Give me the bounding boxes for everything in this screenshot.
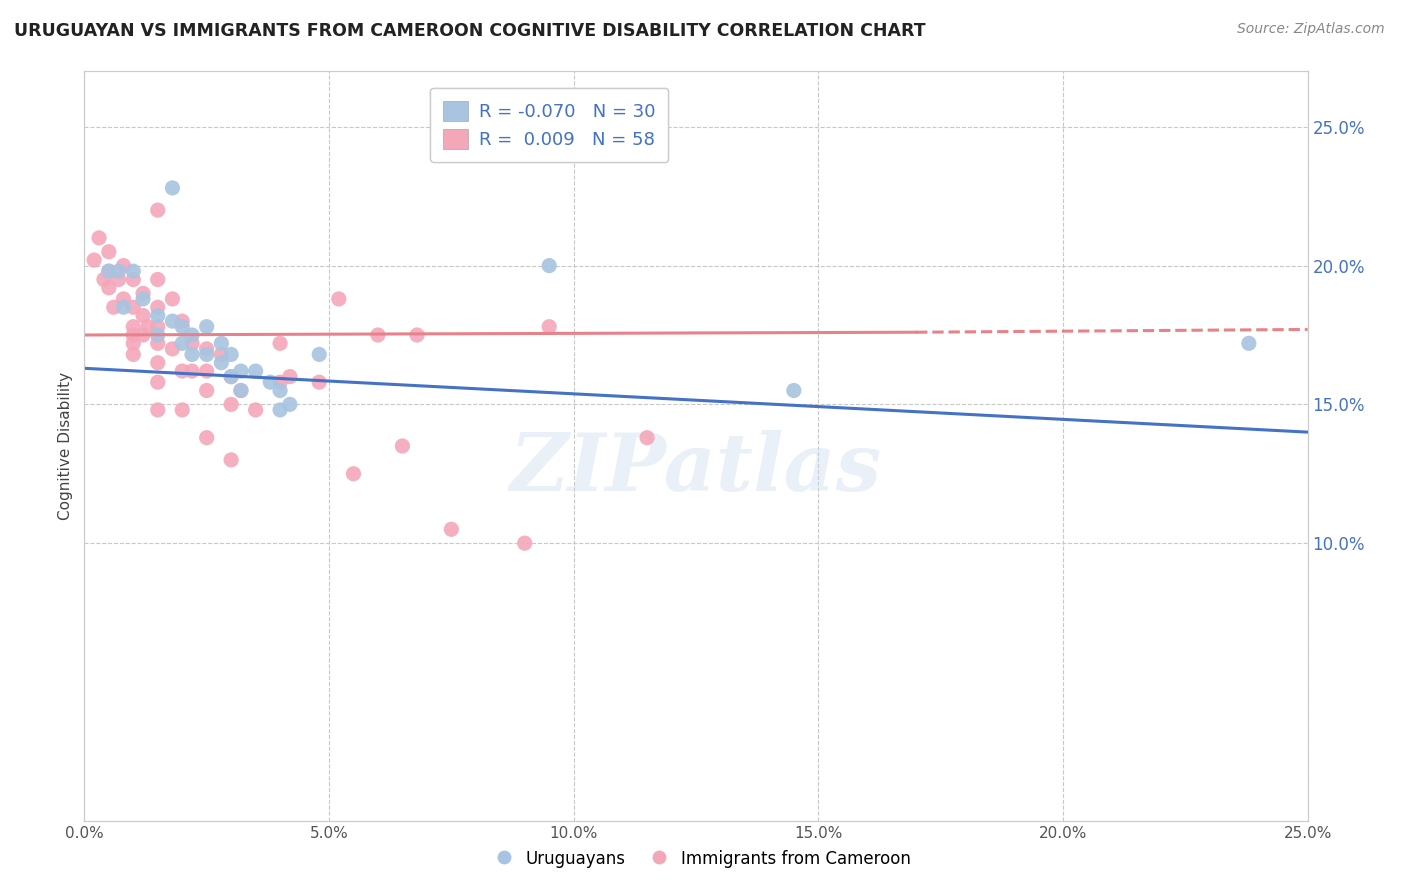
Point: [162, 181, 184, 195]
Point: [172, 403, 194, 417]
Point: [97, 244, 120, 259]
Point: [1237, 336, 1260, 351]
Point: [162, 292, 184, 306]
Text: URUGUAYAN VS IMMIGRANTS FROM CAMEROON COGNITIVE DISABILITY CORRELATION CHART: URUGUAYAN VS IMMIGRANTS FROM CAMEROON CO…: [14, 22, 925, 40]
Point: [181, 328, 204, 343]
Point: [162, 314, 184, 328]
Text: ZIPatlas: ZIPatlas: [510, 430, 882, 508]
Point: [440, 522, 463, 536]
Point: [87, 231, 110, 245]
Point: [538, 259, 561, 273]
Point: [172, 364, 194, 378]
Point: [107, 264, 129, 278]
Point: [219, 347, 242, 361]
Point: [342, 467, 364, 481]
Point: [209, 356, 232, 370]
Point: [209, 336, 232, 351]
Point: [146, 328, 169, 343]
Point: [245, 364, 267, 378]
Point: [636, 431, 658, 445]
Point: [172, 314, 194, 328]
Point: [229, 364, 252, 378]
Point: [391, 439, 413, 453]
Point: [93, 272, 115, 286]
Point: [132, 309, 155, 323]
Point: [122, 300, 145, 314]
Point: [122, 264, 145, 278]
Point: [146, 309, 169, 323]
Point: [112, 300, 135, 314]
Point: [146, 300, 169, 314]
Point: [308, 347, 330, 361]
Point: [122, 319, 145, 334]
Point: [195, 342, 218, 356]
Point: [229, 384, 252, 398]
Point: [245, 403, 267, 417]
Point: [107, 272, 129, 286]
Point: [195, 347, 218, 361]
Point: [259, 375, 281, 389]
Point: [367, 328, 389, 343]
Legend: R = -0.070   N = 30, R =  0.009   N = 58: R = -0.070 N = 30, R = 0.009 N = 58: [430, 88, 668, 162]
Point: [132, 286, 155, 301]
Point: [269, 403, 291, 417]
Point: [162, 342, 184, 356]
Y-axis label: Cognitive Disability: Cognitive Disability: [58, 372, 73, 520]
Point: [219, 397, 242, 411]
Point: [219, 369, 242, 384]
Point: [538, 319, 561, 334]
Point: [172, 319, 194, 334]
Point: [181, 364, 204, 378]
Point: [278, 397, 301, 411]
Point: [146, 336, 169, 351]
Point: [136, 319, 159, 334]
Point: [195, 384, 218, 398]
Point: [269, 384, 291, 398]
Point: [103, 300, 125, 314]
Point: [97, 281, 120, 295]
Point: [146, 203, 169, 218]
Point: [269, 336, 291, 351]
Point: [181, 347, 204, 361]
Point: [112, 292, 135, 306]
Point: [783, 384, 806, 398]
Point: [406, 328, 429, 343]
Point: [195, 319, 218, 334]
Legend: Uruguayans, Immigrants from Cameroon: Uruguayans, Immigrants from Cameroon: [489, 844, 917, 875]
Point: [122, 272, 145, 286]
Point: [181, 336, 204, 351]
Point: [146, 319, 169, 334]
Point: [195, 364, 218, 378]
Point: [122, 328, 145, 343]
Point: [195, 431, 218, 445]
Point: [146, 375, 169, 389]
Point: [97, 264, 120, 278]
Point: [209, 347, 232, 361]
Point: [122, 347, 145, 361]
Point: [308, 375, 330, 389]
Point: [112, 259, 135, 273]
Point: [132, 292, 155, 306]
Point: [172, 336, 194, 351]
Point: [97, 264, 120, 278]
Point: [328, 292, 350, 306]
Point: [146, 356, 169, 370]
Point: [146, 403, 169, 417]
Point: [229, 384, 252, 398]
Text: Source: ZipAtlas.com: Source: ZipAtlas.com: [1237, 22, 1385, 37]
Point: [219, 369, 242, 384]
Point: [219, 453, 242, 467]
Point: [513, 536, 536, 550]
Point: [83, 253, 105, 268]
Point: [132, 328, 155, 343]
Point: [278, 369, 301, 384]
Point: [122, 336, 145, 351]
Point: [146, 272, 169, 286]
Point: [269, 375, 291, 389]
